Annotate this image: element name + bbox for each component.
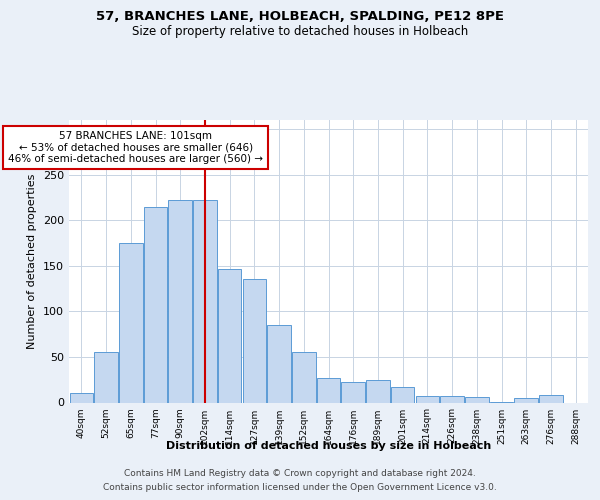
Y-axis label: Number of detached properties: Number of detached properties (28, 174, 37, 349)
Bar (292, 352, 316, 403)
Bar (268, 325, 291, 402)
Bar (465, 397, 488, 402)
Text: Contains HM Land Registry data © Crown copyright and database right 2024.: Contains HM Land Registry data © Crown c… (124, 469, 476, 478)
Text: 57, BRANCHES LANE, HOLBEACH, SPALDING, PE12 8PE: 57, BRANCHES LANE, HOLBEACH, SPALDING, P… (96, 10, 504, 23)
Bar (169, 200, 192, 402)
Bar (70, 394, 93, 402)
Bar (539, 395, 563, 402)
Bar (218, 268, 241, 402)
Bar (119, 243, 143, 402)
Bar (144, 206, 167, 402)
Bar (94, 352, 118, 403)
Bar (366, 380, 389, 402)
Bar (514, 398, 538, 402)
Bar (341, 382, 365, 402)
Bar (317, 378, 340, 402)
Bar (193, 200, 217, 402)
Bar (242, 280, 266, 402)
Text: 57 BRANCHES LANE: 101sqm
← 53% of detached houses are smaller (646)
46% of semi-: 57 BRANCHES LANE: 101sqm ← 53% of detach… (8, 131, 263, 164)
Text: Size of property relative to detached houses in Holbeach: Size of property relative to detached ho… (132, 25, 468, 38)
Bar (416, 396, 439, 402)
Text: Contains public sector information licensed under the Open Government Licence v3: Contains public sector information licen… (103, 483, 497, 492)
Bar (391, 387, 415, 402)
Bar (440, 396, 464, 402)
Text: Distribution of detached houses by size in Holbeach: Distribution of detached houses by size … (166, 441, 491, 451)
